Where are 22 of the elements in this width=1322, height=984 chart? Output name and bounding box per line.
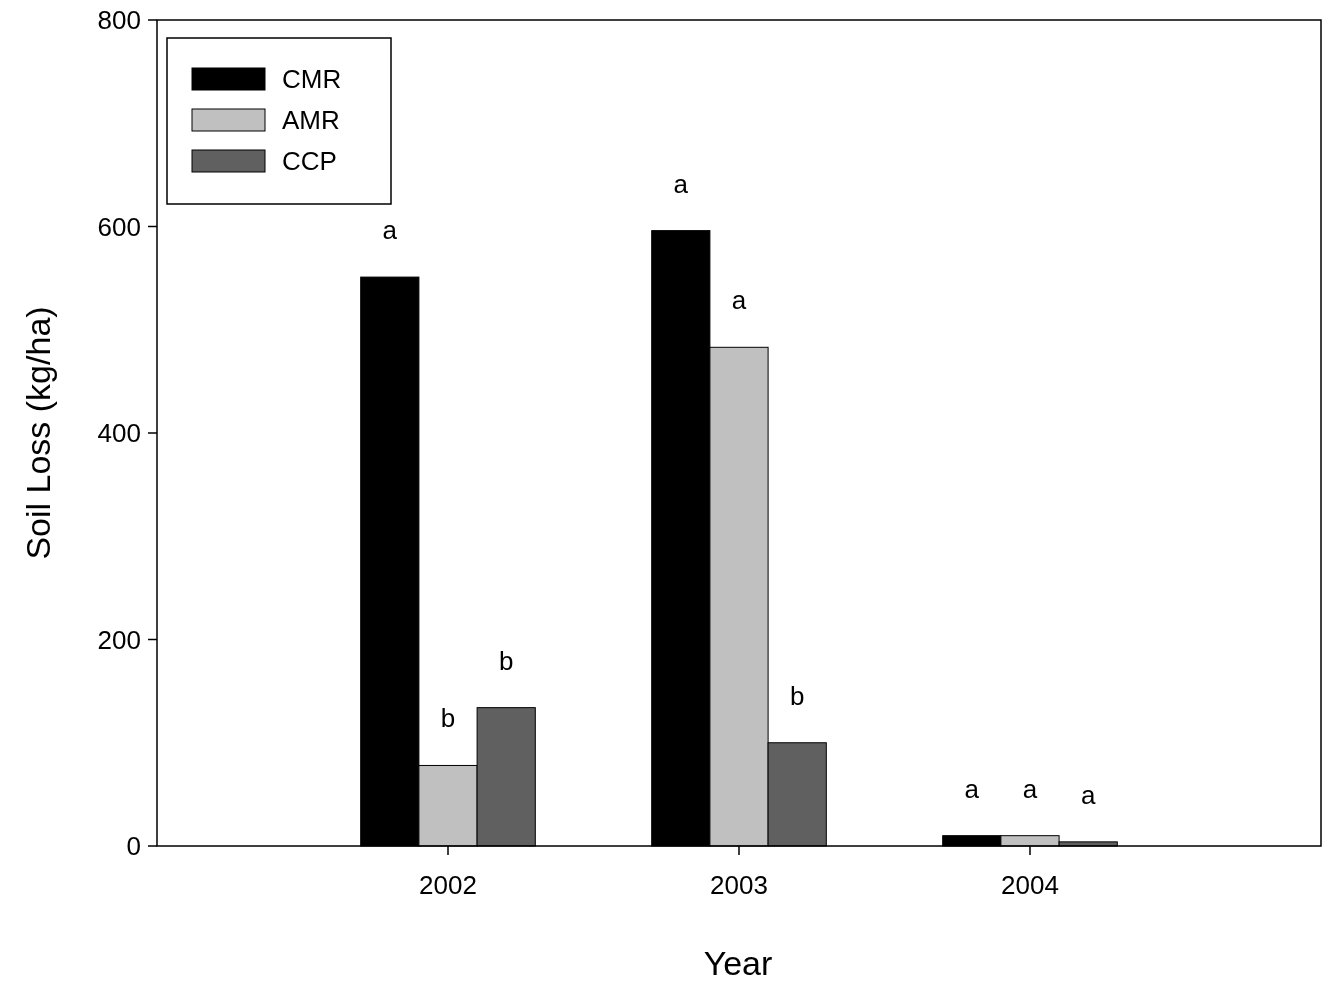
y-tick-label: 0 [126,831,141,862]
annotation: a [1080,779,1096,810]
y-tick-label: 600 [97,211,141,242]
annotation: a [964,773,980,804]
y-axis-title: Soil Loss (kg/ha) [19,306,57,560]
legend-label: CCP [282,146,337,177]
annotation: a [1022,773,1038,804]
y-tick-label: 800 [97,5,141,36]
y-tick-label: 400 [97,418,141,449]
x-tick-label: 2002 [419,870,477,900]
x-tick-label: 2004 [1001,870,1059,900]
y-tick-label: 200 [97,624,141,655]
legend-label: AMR [282,105,340,136]
annotation: a [382,215,398,246]
annotation: b [440,703,456,734]
x-tick-label: 2003 [710,870,768,900]
annotation: a [673,168,689,199]
legend-label: CMR [282,64,342,95]
annotation: b [498,645,514,676]
annotation: b [789,680,805,711]
x-axis-title: Year [703,944,773,982]
annotation: a [731,285,747,316]
